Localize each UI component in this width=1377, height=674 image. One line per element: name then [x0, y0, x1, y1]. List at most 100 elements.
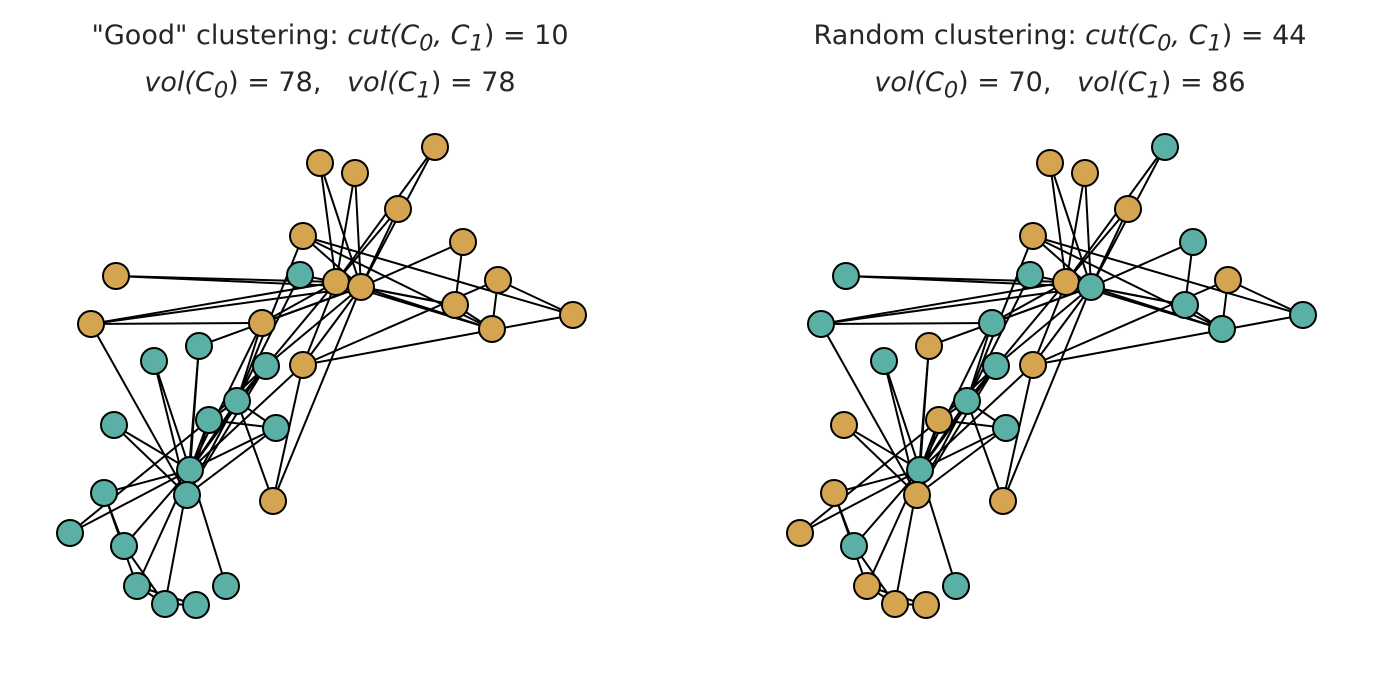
graph-node-cluster-1	[1019, 351, 1047, 379]
graph-edge	[186, 427, 277, 496]
graph-edge	[90, 286, 362, 325]
good-clustering-graph	[56, 133, 587, 619]
title-cut-line: Random clustering: cut(C0, C1) = 44	[730, 16, 1377, 63]
graph-node-cluster-0	[110, 532, 138, 560]
cut-mid: , C	[1171, 20, 1208, 51]
title-prefix: "Good" clustering:	[91, 20, 348, 51]
graph-node-cluster-1	[1114, 195, 1142, 223]
graph-node-cluster-1	[820, 479, 848, 507]
graph-node-cluster-1	[347, 273, 375, 301]
graph-node-cluster-0	[807, 310, 835, 338]
graph-node-cluster-0	[140, 347, 168, 375]
graph-edge	[90, 281, 337, 325]
graph-node-cluster-0	[100, 411, 128, 439]
graph-node-cluster-0	[1077, 273, 1105, 301]
graph-node-cluster-0	[832, 262, 860, 290]
graph-node-cluster-1	[289, 351, 317, 379]
graph-edge	[261, 281, 337, 324]
graph-edge	[995, 286, 1092, 367]
random-clustering-title: Random clustering: cut(C0, C1) = 44 vol(…	[730, 16, 1377, 111]
graph-node-cluster-0	[942, 572, 970, 600]
graph-edge	[991, 281, 1067, 324]
title-vol-line: vol(C0) = 70, vol(C1) = 86	[730, 63, 1377, 110]
graph-edge	[916, 427, 1007, 496]
cut-label: cut(C	[347, 20, 420, 51]
good-clustering-title: "Good" clustering: cut(C0, C1) = 10 vol(…	[0, 16, 660, 111]
good-clustering-panel: "Good" clustering: cut(C0, C1) = 10 vol(…	[0, 0, 688, 674]
graph-node-cluster-0	[1208, 315, 1236, 343]
graph-edge	[113, 424, 188, 496]
vol0-value: ) = 78,	[228, 67, 348, 99]
graph-node-cluster-0	[173, 481, 201, 509]
graph-node-cluster-0	[176, 456, 204, 484]
nodes	[786, 133, 1317, 619]
vol0-sub: 0	[213, 77, 229, 104]
graph-edge	[360, 241, 464, 288]
random-clustering-panel: Random clustering: cut(C0, C1) = 44 vol(…	[730, 0, 1377, 674]
graph-node-cluster-0	[223, 387, 251, 415]
graph-node-cluster-1	[449, 228, 477, 256]
graph-node-cluster-1	[912, 591, 940, 619]
graph-edge	[1032, 235, 1304, 316]
graph-edge	[69, 469, 191, 534]
graph-node-cluster-0	[1171, 291, 1199, 319]
random-clustering-graph	[786, 133, 1317, 619]
graph-edge	[1065, 172, 1086, 283]
graph-node-cluster-1	[102, 262, 130, 290]
vol1-value: ) = 86	[1160, 67, 1246, 99]
graph-node-cluster-1	[341, 159, 369, 187]
graph-edge	[335, 172, 356, 283]
graph-edge	[198, 286, 362, 347]
graph-node-cluster-0	[185, 332, 213, 360]
graph-edge	[360, 286, 493, 330]
graph-node-cluster-0	[953, 387, 981, 415]
title-cut-line: "Good" clustering: cut(C0, C1) = 10	[0, 16, 660, 63]
graph-edge	[820, 281, 1067, 325]
graph-edge	[302, 235, 574, 316]
graph-node-cluster-0	[151, 590, 179, 618]
graph-node-cluster-0	[56, 519, 84, 547]
graph-node-cluster-1	[259, 487, 287, 515]
cut-value: ) = 44	[1221, 20, 1307, 51]
graph-edge	[335, 208, 399, 283]
graph-edge	[153, 360, 191, 471]
graph-node-cluster-0	[1151, 133, 1179, 161]
graph-edge	[820, 286, 1092, 325]
graph-node-cluster-1	[478, 315, 506, 343]
graph-node-cluster-1	[441, 291, 469, 319]
graph-node-cluster-1	[559, 301, 587, 329]
graph-node-cluster-1	[989, 487, 1017, 515]
graph-edge	[966, 400, 1004, 502]
cut-mid: , C	[433, 20, 470, 51]
graph-node-cluster-0	[123, 572, 151, 600]
graph-node-cluster-0	[195, 406, 223, 434]
graph-edge	[799, 419, 940, 534]
graph-node-cluster-0	[182, 591, 210, 619]
graph-node-cluster-0	[90, 479, 118, 507]
graph-node-cluster-0	[1289, 301, 1317, 329]
graph-node-cluster-1	[421, 133, 449, 161]
graph-edge	[90, 322, 263, 325]
graph-edge	[1084, 172, 1092, 288]
vol1-label: vol(C	[1077, 67, 1147, 99]
graph-node-cluster-0	[1016, 261, 1044, 289]
title-prefix: Random clustering:	[813, 20, 1086, 51]
vol1-sub: 1	[1146, 77, 1161, 104]
graph-edge	[1090, 286, 1223, 330]
graph-edge	[928, 286, 1092, 347]
graph-node-cluster-1	[306, 149, 334, 177]
graph-node-cluster-1	[384, 195, 412, 223]
cut-sub-0: 0	[1157, 30, 1172, 57]
graph-node-cluster-1	[925, 406, 953, 434]
graph-node-cluster-0	[286, 261, 314, 289]
graph-edge	[90, 323, 188, 496]
graph-node-cluster-1	[1071, 159, 1099, 187]
graph-node-cluster-1	[915, 332, 943, 360]
graph-edge	[1090, 241, 1194, 288]
graph-node-cluster-1	[322, 268, 350, 296]
graph-edge	[799, 469, 921, 534]
graph-edge	[1065, 208, 1129, 283]
graph-edge	[236, 400, 274, 502]
vol1-sub: 1	[416, 77, 431, 104]
nodes	[56, 133, 587, 619]
